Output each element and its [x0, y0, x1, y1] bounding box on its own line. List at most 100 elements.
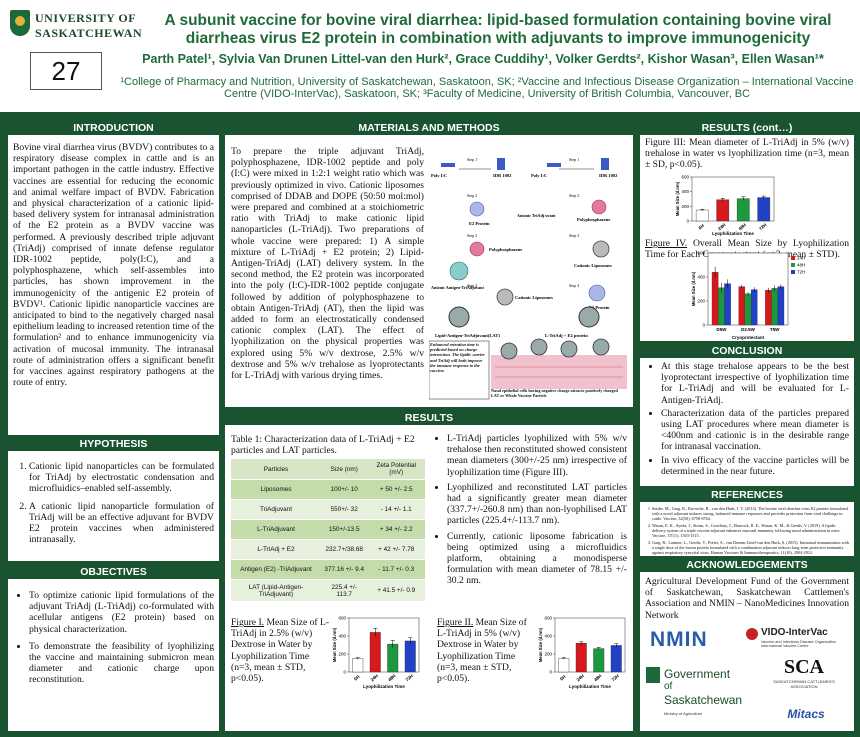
conclusion-heading: CONCLUSION [640, 344, 854, 358]
x-tick-label: 72H [758, 222, 768, 231]
bar [369, 632, 381, 673]
introduction-heading: INTRODUCTION [8, 121, 219, 135]
e2-protein-icon [588, 284, 606, 302]
x-tick-label: D2.5W [741, 327, 756, 332]
x-tick-label: D5W [716, 327, 727, 332]
methods-diagram: Step 1 Step 1 Poly I:C IDR 1002 Poly I:C… [429, 141, 629, 403]
table-cell: Antigen (E2) -TriAdjuvant [231, 559, 321, 580]
figure4-label: Figure IV. [645, 238, 688, 249]
x-axis-label: Lyophilization Time [712, 231, 754, 236]
figure1-svg: 0 200 400 600 Mean Size (d.nm) Lyophilization… [332, 616, 420, 689]
bar [404, 640, 416, 673]
x-tick-label: 72H [611, 673, 621, 682]
diagram-step3-a: Step 3 [467, 233, 477, 238]
table-cell: 550+/- 32 [320, 499, 368, 520]
acknowledgements-section: ACKNOWLEDGEMENTS Agricultural Developmen… [640, 558, 854, 731]
methods-text: To prepare the triple adjuvant TriAdj, p… [231, 146, 424, 382]
list-item: To demonstrate the feasibility of lyophi… [29, 641, 214, 686]
diagram-lat-label: Lipid-Antigen-TriAdjuvant(LAT) [435, 333, 500, 338]
table-row: L-TriAdjuvant 150+/-13.5 + 34 +/- 2.2 [231, 519, 425, 540]
acknowledgements-heading: ACKNOWLEDGEMENTS [640, 558, 854, 572]
diagram-note: Enhanced retention time is predicted bas… [430, 342, 485, 374]
figure1-label: Figure I. [231, 617, 265, 628]
sca-title: SCA [783, 656, 824, 678]
bar [711, 272, 719, 326]
y-tick-label: 200 [697, 299, 705, 304]
x-tick-label: 48H [593, 673, 603, 682]
figure2-chart: 0 200 400 600 Mean Size (d.nm) Lyophilization… [537, 614, 629, 690]
list-item: In vivo efficacy of the vaccine particle… [661, 455, 849, 477]
table-row: L-TriAdj + E2 232.7+/38.68 + 42 +/- 7.78 [231, 539, 425, 560]
table-cell: TriAdjuvant [231, 499, 321, 520]
results-bullets: L-TriAdj particles lyophilized with 5% w… [431, 433, 627, 593]
legend-label: 72H [797, 270, 805, 275]
y-axis-label: Mean Size (d.nm) [332, 627, 337, 662]
table-cell: + 42 +/- 7.78 [367, 539, 425, 560]
list-item: At this stage trehalose appears to be th… [661, 361, 849, 406]
bar [558, 658, 570, 673]
bar [716, 199, 730, 222]
x-tick-label: 72H [405, 673, 415, 682]
diagram-polyphos-b: Polyphosphazene [577, 217, 610, 222]
y-tick-label: 0 [686, 219, 689, 224]
diagram-step2-b: Step 2 [569, 193, 579, 198]
figure1-caption: Figure I. Mean Size of L-TriAdj in 2.5% … [231, 617, 331, 684]
y-tick-label: 600 [697, 251, 705, 256]
x-tick-label: 48H [738, 222, 748, 231]
x-tick-label: 48H [387, 673, 397, 682]
vido-icon [746, 628, 758, 640]
table-cell: - 14 +/- 1.1 [367, 499, 425, 520]
x-tick-label: 24H [370, 673, 380, 682]
antigen-triadj-icon [449, 261, 469, 281]
poster-number: 27 [30, 52, 102, 90]
diagram-molecule-icon [441, 158, 609, 170]
bar [575, 643, 587, 673]
objectives-list: To optimize cationic lipid formulations … [13, 590, 214, 692]
sca-logo: SCA SASKATCHEWAN CATTLEMEN'S ASSOCIATION [764, 656, 844, 696]
bar [718, 287, 725, 326]
col-header: Size (nm) [320, 459, 368, 480]
table-cell: + 34 +/- 2.2 [367, 519, 425, 540]
sca-subtitle: SASKATCHEWAN CATTLEMEN'S ASSOCIATION [773, 679, 835, 689]
table-cell: + 50 +/- 2.5 [367, 479, 425, 500]
bar [744, 293, 752, 326]
table-row: LAT (Lipid-Antigen-TriAdjuvant) 225.4 +/-… [231, 579, 425, 602]
y-tick-label: 200 [681, 204, 689, 209]
table-cell: 225.4 +/- 113.7 [320, 579, 368, 602]
list-item: Garg, R., Latimer, L., Gerdts, V., Potte… [652, 540, 849, 555]
figure2-label: Figure II. [437, 617, 474, 628]
diagram-polyic-a: Poly I:C [431, 173, 447, 178]
bar [765, 290, 772, 326]
mitacs-logo: Mitacs [787, 707, 825, 721]
poster-header: UNIVERSITY OF SASKATCHEWAN 27 A subunit … [0, 0, 860, 112]
table-caption: Table 1: Characterization data of L-TriA… [231, 434, 415, 457]
lat-particle-icon [448, 306, 470, 328]
diagram-idr-b: IDR 1002 [599, 173, 618, 178]
e2-protein-icon [469, 201, 485, 217]
bar [593, 648, 605, 673]
list-item: To optimize cationic lipid formulations … [29, 590, 214, 635]
y-tick-label: 600 [338, 616, 346, 621]
figure3-caption: Figure III: Mean diameter of L-TriAdj in… [645, 137, 849, 171]
conclusion-section: CONCLUSION At this stage trehalose appea… [640, 344, 854, 486]
diagram-step4-b: Step 4 [569, 283, 579, 288]
references-list: Snider, M., Garg, R., Brownlie, R., van … [643, 506, 849, 556]
diagram-step4-a: Step 4 [467, 283, 477, 288]
cationic-liposome-icon [496, 288, 514, 306]
y-tick-label: 600 [544, 616, 552, 621]
diagram-nasal-label: Nasal epithelial cells having negative c… [491, 389, 618, 398]
y-axis-label: Mean Size (d.nm) [691, 271, 696, 306]
diagram-note-box [429, 340, 490, 400]
results-cont-section: RESULTS (cont…) Figure III: Mean diamete… [640, 121, 854, 341]
table-cell: 377.16 +/- 9.4 [320, 559, 368, 580]
list-item: L-TriAdj particles lyophilized with 5% w… [447, 433, 627, 478]
x-tick-label: 0H [353, 674, 361, 682]
y-axis-label: Mean Size (d.nm) [538, 627, 543, 662]
shield-icon [10, 10, 30, 36]
legend-swatch [791, 256, 795, 260]
diagram-idr-a: IDR 1002 [493, 173, 512, 178]
bar [352, 658, 364, 673]
gov-line2: of [664, 681, 673, 692]
bar [777, 286, 785, 326]
